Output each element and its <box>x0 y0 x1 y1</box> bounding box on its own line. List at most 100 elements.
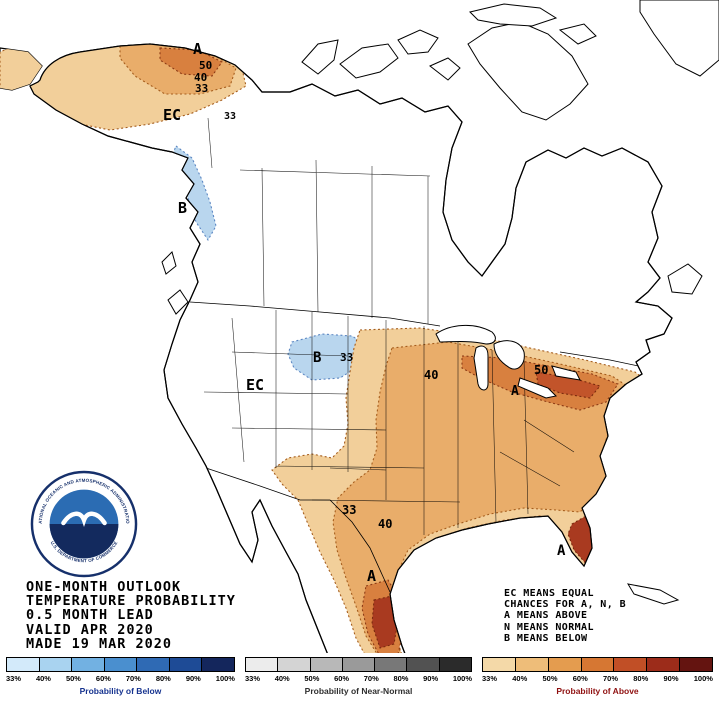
below-region-panhandle <box>171 145 217 242</box>
arctic-island <box>558 23 597 45</box>
great-lakes <box>435 325 581 399</box>
colorbar-tick: 80% <box>155 674 171 683</box>
colorbar-tick: 33% <box>245 674 261 683</box>
noaa-emblem-sea <box>49 524 119 559</box>
label-alaska-a: A <box>193 40 202 58</box>
colorbar-tick: 100% <box>215 674 235 683</box>
seagull-icon <box>61 511 107 528</box>
label-florida-a: A <box>557 543 566 559</box>
text-line: A MEANS ABOVE <box>504 610 588 622</box>
colorbar-above-ticks: 33% 40% 50% 60% 70% 80% 90% 100% <box>482 674 713 683</box>
colorbar-below: 33% 40% 50% 60% 70% 80% 90% 100% Probability of… <box>6 657 235 696</box>
text-line: TEMPERATURE PROBABILITY <box>26 593 236 610</box>
colorbar-tick: 60% <box>95 674 111 683</box>
cuba <box>626 583 680 605</box>
coastal-island <box>161 251 177 275</box>
colorbar-above: 33% 40% 50% 60% 70% 80% 90% 100% Probability of… <box>482 657 713 696</box>
lake-erie <box>517 377 558 399</box>
text-line: N MEANS NORMAL <box>504 621 594 633</box>
label-south-40: 40 <box>378 517 392 531</box>
colorbar-tick: 80% <box>633 674 649 683</box>
colorbar-segment <box>169 658 203 671</box>
label-alaska-33: 33 <box>195 82 208 95</box>
colorbar-tick: 60% <box>334 674 350 683</box>
text-line: EC MEANS EQUAL <box>504 588 594 599</box>
label-alaska-coast-33: 33 <box>224 111 236 122</box>
colorbar-tick: 90% <box>663 674 679 683</box>
us-canada-border <box>189 301 649 369</box>
above-region-alaska-50 <box>159 47 223 77</box>
colorbar-tick: 33% <box>6 674 22 683</box>
colorbar-above-segments <box>482 657 713 672</box>
label-panhandle-b: B <box>178 199 187 217</box>
colorbar-near-normal-ticks: 33% 40% 50% 60% 70% 80% 90% 100% <box>245 674 472 683</box>
colorbar-segment <box>7 658 40 671</box>
colorbar-segment <box>104 658 138 671</box>
colorbar-segment <box>548 658 582 671</box>
title-block: ONE-MONTH OUTLOOK TEMPERATURE PROBABILITY… <box>26 580 236 651</box>
label-montana-33: 33 <box>340 351 353 364</box>
text-line: 0.5 MONTH LEAD <box>26 607 154 624</box>
arctic-island <box>397 29 439 55</box>
colorbar-segment <box>581 658 615 671</box>
label-alaska-50: 50 <box>199 59 212 72</box>
colorbar-segment <box>515 658 549 671</box>
colorbar-segment <box>342 658 376 671</box>
text-line: MADE 19 MAR 2020 <box>26 635 173 652</box>
colorbar-segment <box>72 658 105 671</box>
colorbar-segment <box>202 658 235 671</box>
colorbar-tick: 50% <box>65 674 81 683</box>
colorbar-segment <box>407 658 440 671</box>
colorbar-tick: 60% <box>572 674 588 683</box>
colorbar-segment <box>310 658 343 671</box>
colorbar-tick: 70% <box>363 674 379 683</box>
label-west-ec: EC <box>246 376 264 394</box>
colorbar-tick: 50% <box>542 674 558 683</box>
arctic-island <box>339 43 399 79</box>
colorbar-segment <box>137 658 170 671</box>
text-line: CHANCES FOR A, N, B <box>504 599 626 611</box>
colorbar-segment <box>680 658 713 671</box>
colorbar-above-title: Probability of Above <box>556 686 639 696</box>
above-region-florida-core <box>567 515 595 568</box>
state-borders <box>203 310 575 535</box>
colorbar-near-normal-title: Probability of Near-Normal <box>304 686 413 696</box>
colorbar-tick: 70% <box>125 674 141 683</box>
label-northeast-50: 50 <box>534 363 548 377</box>
colorbar-below-ticks: 33% 40% 50% 60% 70% 80% 90% 100% <box>6 674 235 683</box>
colorbar-tick: 40% <box>512 674 528 683</box>
colorbar-below-title: Probability of Below <box>79 686 162 696</box>
colorbar-tick: 90% <box>185 674 201 683</box>
newfoundland <box>667 263 703 295</box>
colorbar-near-normal-segments <box>245 657 472 672</box>
label-midwest-40: 40 <box>424 368 438 382</box>
colorbar-segment <box>375 658 408 671</box>
map-region-labels: A 50 40 33 33 EC B B 33 EC 40 A 50 33 40… <box>163 40 566 585</box>
label-alaska-40: 40 <box>194 71 207 84</box>
text-line: ONE-MONTH OUTLOOK <box>26 579 182 595</box>
political-borders <box>189 117 649 593</box>
label-alaska-ec: EC <box>163 106 181 124</box>
colorbar-segment <box>439 658 471 671</box>
lake-huron <box>493 340 525 370</box>
label-south-33: 33 <box>342 503 356 517</box>
colorbar-tick: 80% <box>393 674 409 683</box>
vancouver-island <box>167 289 189 315</box>
colorbar-segment <box>39 658 73 671</box>
text-line: VALID APR 2020 <box>26 621 154 638</box>
colorbar-segment <box>647 658 681 671</box>
lake-michigan <box>473 345 489 391</box>
colorbar-tick: 50% <box>304 674 320 683</box>
colorbar-tick: 40% <box>35 674 51 683</box>
colorbar-below-segments <box>6 657 235 672</box>
colorbar-tick: 40% <box>274 674 290 683</box>
noaa-logo: NATIONAL OCEANIC AND ATMOSPHERIC ADMINIS… <box>30 470 138 578</box>
label-northeast-a: A <box>511 384 519 399</box>
colorbar-segment <box>614 658 648 671</box>
text-line: B MEANS BELOW <box>504 632 588 644</box>
colorbar-segment <box>278 658 311 671</box>
